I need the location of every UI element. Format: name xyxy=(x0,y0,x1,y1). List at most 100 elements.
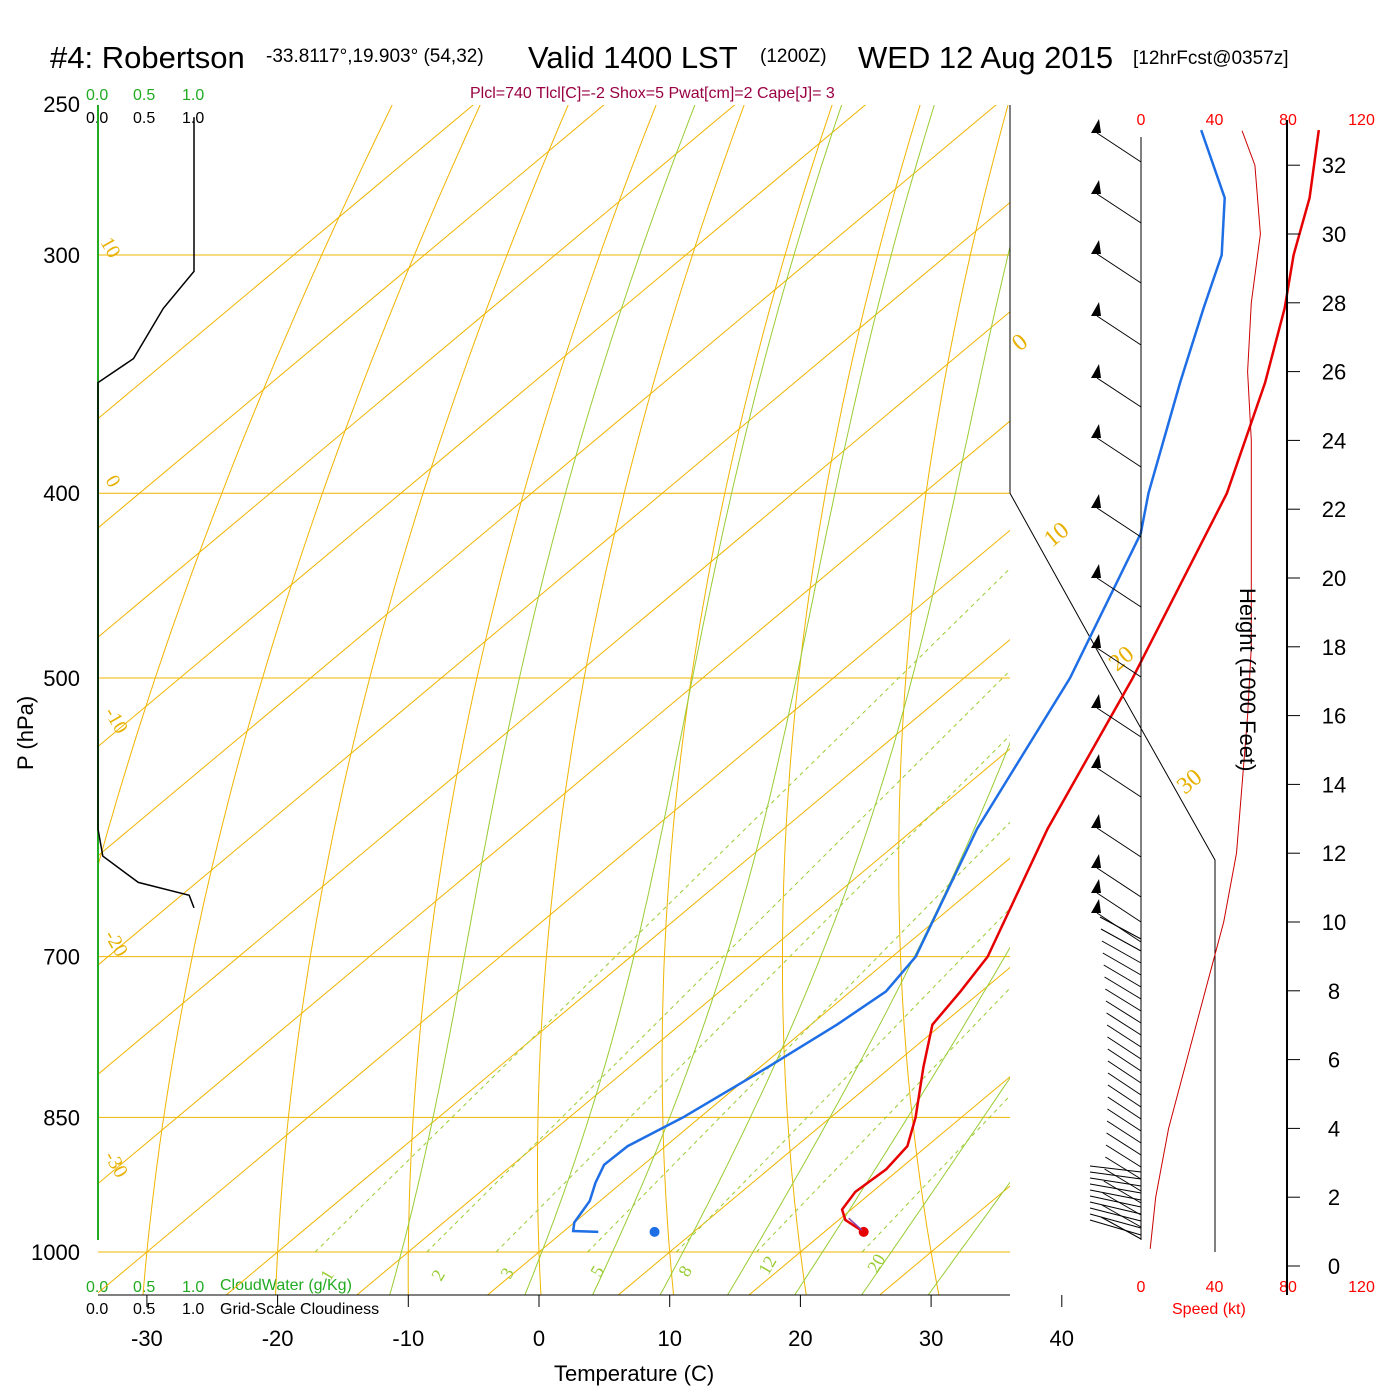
cloudiness-label: Grid-Scale Cloudiness xyxy=(220,1301,379,1318)
pressure-tick-label: 500 xyxy=(43,666,80,691)
wind-barb xyxy=(1091,634,1142,678)
isotherm-line xyxy=(356,748,1010,1295)
wind-barb xyxy=(1091,240,1142,284)
low-level-barb xyxy=(1100,928,1142,952)
cloudiness-profile xyxy=(97,117,195,909)
height-tick-label: 22 xyxy=(1322,497,1346,522)
wind-barb-pennant xyxy=(1091,302,1101,316)
wind-barb-pennant xyxy=(1091,854,1101,868)
dry-adiabat xyxy=(1120,70,1215,1331)
low-level-barb xyxy=(1099,916,1142,940)
wind-barb-staff xyxy=(1096,647,1142,678)
wind-barb-pennant xyxy=(1091,494,1101,508)
pressure-tick-label: 300 xyxy=(43,243,80,268)
dry-adiabat xyxy=(98,105,393,868)
low-level-barb xyxy=(1101,940,1142,964)
wind-barb-staff xyxy=(1096,132,1142,163)
height-tick-label: 32 xyxy=(1322,153,1346,178)
isotherm-line xyxy=(225,638,1010,1295)
dry-adiabat xyxy=(898,105,1009,1295)
low-level-barb xyxy=(1106,1120,1142,1144)
dry-adiabat xyxy=(275,105,569,1295)
cloudiness-tick-top-1: 0.5 xyxy=(133,110,155,127)
wind-barb-staff xyxy=(1096,827,1142,858)
cloudwater-tick-top-2: 1.0 xyxy=(182,87,204,104)
surface-barb xyxy=(1089,1201,1142,1215)
valid-date: WED 12 Aug 2015 xyxy=(858,40,1113,75)
low-level-barb xyxy=(1102,1192,1142,1216)
isotherm-label: -30 xyxy=(100,1148,132,1182)
wind-barb-staff xyxy=(1096,253,1142,284)
mixing-ratio-label: 20 xyxy=(863,1250,889,1276)
height-tick-label: 16 xyxy=(1322,704,1346,729)
isotherm-label: -10 xyxy=(100,704,132,738)
surface-barb xyxy=(1089,1207,1142,1222)
height-tick-label: 24 xyxy=(1322,428,1346,453)
speed-tick-bottom: 80 xyxy=(1279,1279,1297,1296)
wind-barb xyxy=(1091,494,1142,538)
pressure-tick-label: 1000 xyxy=(31,1240,80,1265)
surface-dewpoint-dot xyxy=(649,1226,660,1237)
height-tick-label: 30 xyxy=(1322,222,1346,247)
cloudiness-tick-top-2: 1.0 xyxy=(182,110,204,127)
wind-barb xyxy=(1091,119,1142,163)
surface-barb xyxy=(1089,1171,1142,1180)
valid-time: Valid 1400 LST xyxy=(528,40,738,75)
speed-tick-top: 120 xyxy=(1348,112,1375,129)
low-level-barb xyxy=(1107,1036,1142,1060)
low-level-barb xyxy=(1105,988,1142,1012)
moist-adiabat xyxy=(524,105,843,1295)
height-tick-label: 2 xyxy=(1328,1185,1340,1210)
low-level-barb xyxy=(1104,1168,1142,1192)
isotherm-line xyxy=(1009,1294,1010,1295)
dry-adiabat xyxy=(142,105,481,1295)
pressure-tick-label: 850 xyxy=(43,1105,80,1130)
height-tick-label: 8 xyxy=(1328,979,1340,1004)
surface-barb xyxy=(1089,1195,1142,1208)
height-tick-label: 14 xyxy=(1322,772,1346,797)
speed-axis-label: Speed (kt) xyxy=(1172,1301,1246,1318)
cloudiness-tick-bottom-0: 0.0 xyxy=(86,1301,108,1318)
speed-tick-bottom: 40 xyxy=(1206,1279,1224,1296)
isotherm-line xyxy=(98,529,1010,1294)
height-tick-label: 28 xyxy=(1322,291,1346,316)
wind-barb-pennant xyxy=(1091,240,1101,254)
wind-barb-staff xyxy=(1096,767,1142,798)
pressure-tick-label: 250 xyxy=(43,92,80,117)
height-tick-label: 26 xyxy=(1322,360,1346,385)
x-axis-label: Temperature (C) xyxy=(554,1361,714,1386)
wind-speed-curve xyxy=(1149,130,1261,1249)
isotherm-line xyxy=(617,966,1010,1295)
wind-barb-staff xyxy=(1096,437,1142,468)
temperature-tick-label: -30 xyxy=(131,1326,163,1351)
wind-barb-pennant xyxy=(1091,119,1101,133)
isotherm-line xyxy=(98,105,736,638)
dry-adiabat xyxy=(782,105,921,1295)
wind-barb-pennant xyxy=(1091,899,1101,913)
isotherm-line xyxy=(98,420,1010,1185)
mixing-ratio-line xyxy=(426,669,1010,1253)
height-axis-label: Height (1000 Feet) xyxy=(1235,588,1260,771)
mixing-ratio-label: 2 xyxy=(427,1266,449,1284)
wind-barb-staff xyxy=(1096,892,1142,923)
isotherm-line xyxy=(878,1185,1010,1295)
height-tick-label: 0 xyxy=(1328,1254,1340,1279)
cloudiness-tick-bottom-2: 1.0 xyxy=(182,1301,204,1318)
surface-barb xyxy=(1089,1165,1142,1173)
dewpoint-curve xyxy=(571,129,1226,1234)
isotherm-line xyxy=(98,201,1010,966)
mixing-ratio-line xyxy=(756,987,1010,1253)
speed-tick-top: 40 xyxy=(1206,112,1224,129)
height-pressure-curve xyxy=(1009,492,1216,1252)
moist-adiabat xyxy=(927,1181,1010,1295)
temperature-curve xyxy=(840,129,1321,1233)
speed-tick-bottom: 0 xyxy=(1137,1279,1146,1296)
cloudiness-tick-bottom-1: 0.5 xyxy=(133,1301,155,1318)
theta-label: 0 xyxy=(1007,329,1033,357)
pressure-tick-label: 400 xyxy=(43,481,80,506)
isotherm-line xyxy=(98,105,997,857)
mixing-ratio-label: 8 xyxy=(674,1262,696,1280)
wind-barb xyxy=(1091,564,1142,608)
sounding-curves xyxy=(571,129,1321,1237)
